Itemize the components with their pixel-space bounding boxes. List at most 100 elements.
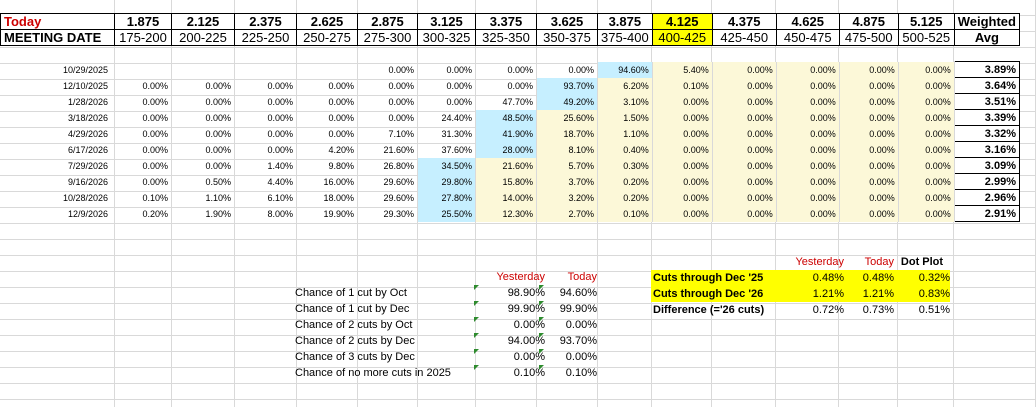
probability-cell[interactable]: 0.00%	[898, 93, 955, 110]
probability-cell[interactable]: 0.00%	[712, 205, 777, 222]
probability-cell[interactable]: 31.30%	[417, 125, 476, 142]
probability-cell[interactable]: 8.10%	[536, 141, 598, 158]
probability-cell[interactable]: 29.80%	[417, 173, 476, 190]
meeting-date-cell[interactable]: 7/29/2026	[0, 157, 115, 174]
probability-cell[interactable]: 0.00%	[234, 93, 297, 110]
probability-cell[interactable]: 0.00%	[652, 205, 713, 222]
probability-cell[interactable]: 28.00%	[475, 141, 537, 158]
probability-cell[interactable]: 3.20%	[536, 189, 598, 206]
probability-cell[interactable]: 0.00%	[712, 61, 777, 78]
cuts-dotplot[interactable]: 0.83%	[894, 286, 950, 302]
weighted-avg-cell[interactable]: 2.96%	[953, 189, 1020, 206]
range-header[interactable]: 225-250	[234, 29, 297, 46]
probability-cell[interactable]: 1.10%	[597, 125, 653, 142]
weighted-avg-cell[interactable]: 3.39%	[953, 109, 1020, 126]
probability-cell[interactable]: 0.00%	[776, 125, 840, 142]
midpoint-header[interactable]: 4.125	[651, 13, 713, 30]
probability-cell[interactable]: 0.00%	[898, 205, 955, 222]
probability-cell[interactable]: 0.00%	[839, 93, 899, 110]
probability-cell[interactable]: 0.00%	[652, 93, 713, 110]
probability-cell[interactable]: 29.60%	[357, 173, 418, 190]
probability-cell[interactable]: 49.20%	[536, 93, 598, 110]
midpoint-header[interactable]: 3.625	[536, 13, 598, 30]
probability-cell[interactable]: 15.80%	[475, 173, 537, 190]
probability-cell[interactable]: 0.00%	[839, 61, 899, 78]
meeting-date-cell[interactable]: 12/10/2025	[0, 77, 115, 94]
probability-cell[interactable]: 18.00%	[296, 189, 358, 206]
probability-cell[interactable]: 0.00%	[898, 61, 955, 78]
midpoint-header[interactable]: 3.375	[475, 13, 537, 30]
range-header[interactable]: 275-300	[357, 29, 418, 46]
probability-cell[interactable]: 24.40%	[417, 109, 476, 126]
probability-cell[interactable]: 47.70%	[475, 93, 537, 110]
range-header[interactable]: 175-200	[114, 29, 172, 46]
range-header[interactable]: 400-425	[651, 29, 713, 46]
probability-today[interactable]: 93.70%	[559, 335, 597, 347]
probability-cell[interactable]: 0.00%	[296, 125, 358, 142]
probability-cell[interactable]: 0.00%	[712, 157, 777, 174]
midpoint-header[interactable]: 3.875	[597, 13, 653, 30]
probability-cell[interactable]: 0.00%	[898, 141, 955, 158]
probability-cell[interactable]: 0.00%	[171, 109, 235, 126]
meeting-date-cell[interactable]: 10/29/2025	[0, 61, 115, 78]
probability-cell[interactable]: 0.00%	[712, 125, 777, 142]
probability-cell[interactable]: 0.00%	[171, 93, 235, 110]
probability-yesterday[interactable]: 98.90%	[507, 287, 545, 299]
probability-cell[interactable]	[114, 61, 172, 78]
probability-cell[interactable]: 0.00%	[652, 189, 713, 206]
cuts-label[interactable]: Cuts through Dec '25	[651, 270, 793, 286]
probability-cell[interactable]: 3.10%	[597, 93, 653, 110]
weighted-avg-cell[interactable]: 2.99%	[953, 173, 1020, 190]
probability-cell[interactable]	[171, 61, 235, 78]
probability-cell[interactable]: 0.00%	[296, 109, 358, 126]
probability-today[interactable]: 94.60%	[559, 287, 597, 299]
probability-cell[interactable]: 0.00%	[776, 189, 840, 206]
probability-cell[interactable]: 0.00%	[234, 141, 297, 158]
probability-cell[interactable]: 94.60%	[597, 61, 653, 78]
probability-cell[interactable]	[296, 61, 358, 78]
probability-yesterday[interactable]: 0.10%	[513, 367, 545, 379]
probability-cell[interactable]: 0.00%	[839, 141, 899, 158]
probability-today[interactable]: 99.90%	[559, 303, 597, 315]
probability-cell[interactable]: 0.00%	[839, 109, 899, 126]
probability-cell[interactable]: 0.00%	[776, 93, 840, 110]
range-header[interactable]: 250-275	[296, 29, 358, 46]
probability-cell[interactable]: 5.40%	[652, 61, 713, 78]
probability-cell[interactable]: 0.00%	[357, 93, 418, 110]
probability-cell[interactable]: 41.90%	[475, 125, 537, 142]
meeting-date-cell[interactable]: 3/18/2026	[0, 109, 115, 126]
probability-cell[interactable]: 0.00%	[898, 157, 955, 174]
range-header[interactable]: 325-350	[475, 29, 537, 46]
probability-yesterday[interactable]: 99.90%	[507, 303, 545, 315]
probability-cell[interactable]: 2.70%	[536, 205, 598, 222]
probability-cell[interactable]: 0.00%	[712, 173, 777, 190]
probability-cell[interactable]: 1.50%	[597, 109, 653, 126]
probability-cell[interactable]: 0.00%	[234, 125, 297, 142]
midpoint-header[interactable]: 1.875	[114, 13, 172, 30]
probability-today[interactable]: 0.10%	[565, 367, 597, 379]
weighted-avg-cell[interactable]: 3.16%	[953, 141, 1020, 158]
probability-cell[interactable]: 0.50%	[171, 173, 235, 190]
probability-cell[interactable]: 27.80%	[417, 189, 476, 206]
probability-cell[interactable]: 0.00%	[712, 189, 777, 206]
probability-cell[interactable]: 5.70%	[536, 157, 598, 174]
probability-cell[interactable]	[234, 61, 297, 78]
probability-cell[interactable]: 0.00%	[234, 77, 297, 94]
probability-label[interactable]: Chance of 1 cut by Dec	[295, 303, 410, 315]
range-header[interactable]: 425-450	[711, 29, 777, 46]
range-header[interactable]: 350-375	[536, 29, 598, 46]
probability-cell[interactable]: 0.00%	[839, 205, 899, 222]
probability-cell[interactable]: 0.00%	[114, 157, 172, 174]
probability-cell[interactable]: 0.00%	[712, 141, 777, 158]
probability-cell[interactable]: 8.00%	[234, 205, 297, 222]
probability-cell[interactable]: 4.40%	[234, 173, 297, 190]
probability-label[interactable]: Chance of 2 cuts by Oct	[295, 319, 413, 331]
probability-cell[interactable]: 16.00%	[296, 173, 358, 190]
probability-cell[interactable]: 25.50%	[417, 205, 476, 222]
probability-cell[interactable]: 0.00%	[898, 189, 955, 206]
probability-label[interactable]: Chance of 1 cut by Oct	[295, 287, 407, 299]
probability-cell[interactable]: 48.50%	[475, 109, 537, 126]
probability-cell[interactable]: 0.00%	[536, 61, 598, 78]
probability-cell[interactable]: 0.00%	[839, 157, 899, 174]
probability-cell[interactable]: 0.10%	[652, 77, 713, 94]
